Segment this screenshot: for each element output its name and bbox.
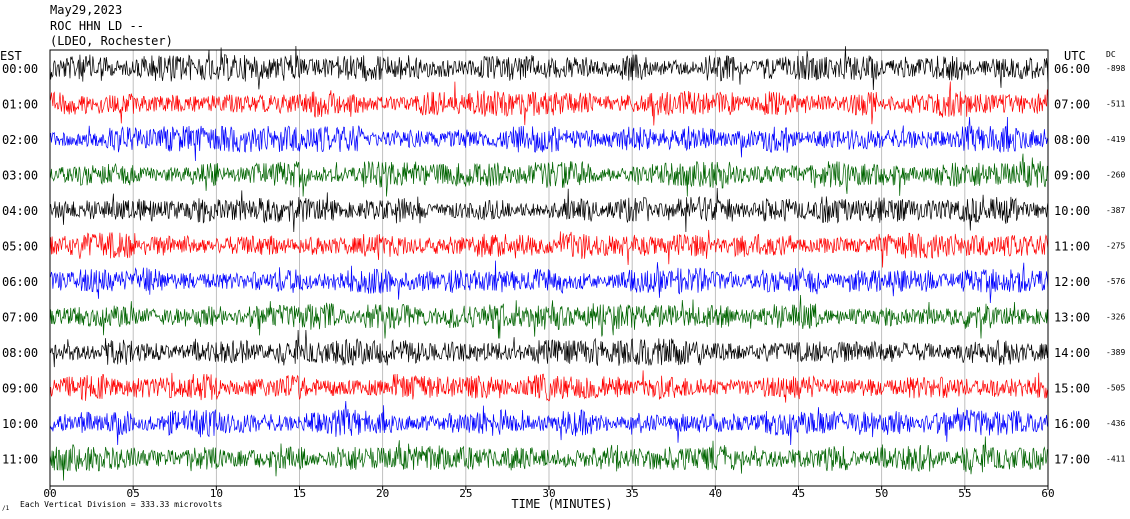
dc-row-value: -411 [1106, 455, 1125, 464]
utc-row-label: 09:00 [1054, 169, 1090, 183]
est-row-label: 08:00 [2, 346, 38, 360]
x-tick-label: 35 [626, 487, 639, 500]
header-network: (LDEO, Rochester) [50, 34, 173, 48]
trace-line [49, 370, 1049, 403]
trace-line [49, 187, 1049, 233]
dc-row-value: -576 [1106, 277, 1125, 286]
est-row-label: 10:00 [2, 417, 38, 431]
dc-row-value: -326 [1106, 313, 1125, 322]
utc-row-label: 17:00 [1054, 453, 1090, 467]
trace-line [49, 45, 1049, 91]
trace-line [49, 436, 1049, 481]
dc-row-value: -436 [1106, 419, 1125, 428]
trace-line [49, 329, 1049, 368]
header-date: May29,2023 [50, 3, 123, 17]
utc-row-label: 15:00 [1054, 382, 1090, 396]
x-tick-label: 45 [792, 487, 805, 500]
seismic-traces [49, 45, 1049, 481]
x-tick-label: 10 [210, 487, 223, 500]
trace-line [49, 400, 1049, 446]
utc-row-label: 07:00 [1054, 98, 1090, 112]
est-row-label: 04:00 [2, 204, 38, 218]
dc-row-value: -260 [1106, 171, 1125, 180]
utc-row-label: 08:00 [1054, 133, 1090, 147]
est-row-label: 05:00 [2, 240, 38, 254]
x-tick-label: 30 [542, 487, 555, 500]
utc-row-label: 11:00 [1054, 240, 1090, 254]
trace-line [49, 81, 1049, 126]
utc-row-label: 14:00 [1054, 346, 1090, 360]
utc-row-label: 13:00 [1054, 311, 1090, 325]
x-tick-label: 05 [127, 487, 140, 500]
est-row-label: 09:00 [2, 382, 38, 396]
chart-grid [132, 50, 966, 486]
utc-row-label: 16:00 [1054, 417, 1090, 431]
trace-line [49, 260, 1049, 304]
x-axis-label: TIME (MINUTES) [511, 497, 612, 511]
dc-row-value: -275 [1106, 242, 1125, 251]
x-tick-label: 00 [43, 487, 56, 500]
x-tick-label: 15 [293, 487, 306, 500]
dc-row-value: -419 [1106, 135, 1125, 144]
est-row-label: 01:00 [2, 98, 38, 112]
utc-row-label: 12:00 [1054, 275, 1090, 289]
utc-row-label: 10:00 [1054, 204, 1090, 218]
trace-line [49, 153, 1049, 197]
est-row-label: 06:00 [2, 275, 38, 289]
dc-column-label: DC [1106, 50, 1116, 59]
dc-row-value: -898 [1106, 64, 1125, 73]
est-row-label: 03:00 [2, 169, 38, 183]
utc-row-label: 06:00 [1054, 62, 1090, 76]
est-row-label: 02:00 [2, 133, 38, 147]
x-tick-label: 55 [958, 487, 971, 500]
x-tick-label: 25 [459, 487, 472, 500]
est-row-label: 07:00 [2, 311, 38, 325]
est-row-label: 11:00 [2, 453, 38, 467]
trace-line [49, 229, 1049, 268]
dc-row-value: -511 [1106, 100, 1125, 109]
trace-line [49, 116, 1049, 162]
utc-axis-label: UTC [1064, 49, 1086, 63]
x-tick-label: 40 [709, 487, 722, 500]
header-station: ROC HHN LD -- [50, 19, 144, 33]
corner-mark: /1 [2, 505, 10, 512]
dc-row-value: -387 [1106, 206, 1125, 215]
x-tick-label: 20 [376, 487, 389, 500]
x-tick-label: 60 [1041, 487, 1054, 500]
trace-line [49, 294, 1049, 339]
est-axis-label: EST [0, 49, 22, 63]
dc-row-value: -505 [1106, 384, 1125, 393]
footnote: Each Vertical Division = 333.33 microvol… [20, 500, 222, 509]
dc-row-value: -389 [1106, 348, 1125, 357]
x-tick-label: 50 [875, 487, 888, 500]
est-row-label: 00:00 [2, 62, 38, 76]
